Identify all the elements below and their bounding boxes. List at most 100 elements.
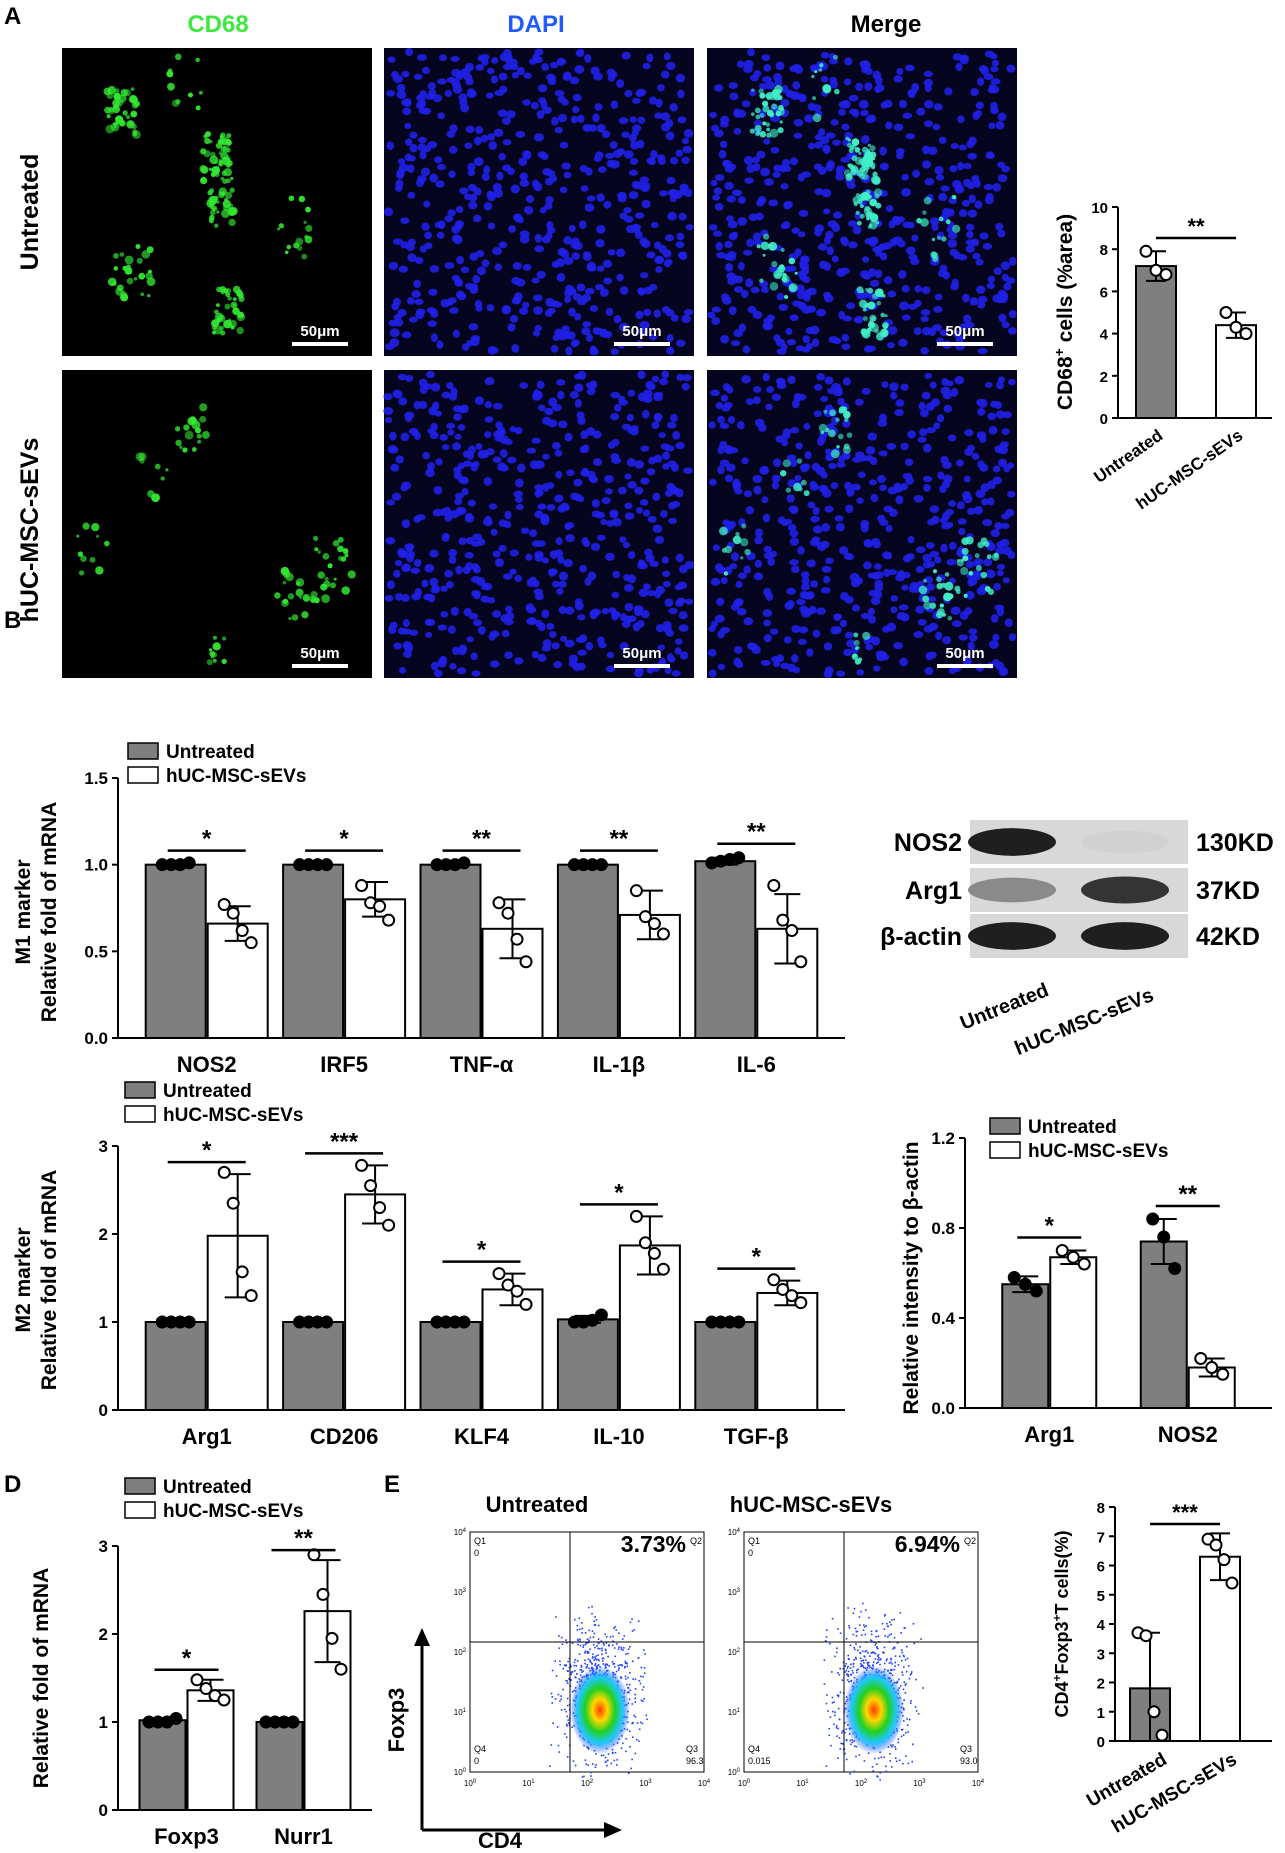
nucleus <box>465 512 474 521</box>
nucleus <box>611 611 619 621</box>
nucleus <box>444 215 454 223</box>
nucleus <box>766 314 776 321</box>
event-dot <box>634 1688 637 1690</box>
event-dot <box>826 1694 828 1696</box>
nucleus <box>926 583 935 591</box>
nucleus <box>782 428 792 437</box>
nucleus <box>413 400 422 410</box>
cd68-signal <box>314 547 319 552</box>
bar-treated <box>344 898 407 1039</box>
data-point <box>785 1289 799 1303</box>
nucleus <box>713 187 723 195</box>
nucleus <box>733 286 744 293</box>
panel-a-images: CD68 DAPI Merge Untreated hUC-MSC-sEVs 5… <box>16 11 1017 679</box>
nucleus <box>584 53 592 63</box>
event-dot <box>868 1616 870 1619</box>
nucleus <box>659 190 669 197</box>
cd68-signal <box>960 566 969 576</box>
event-dot <box>895 1760 898 1763</box>
nucleus <box>604 474 614 484</box>
cd68-signal <box>218 161 224 167</box>
nucleus <box>418 378 428 388</box>
nucleus <box>883 276 893 285</box>
nucleus <box>949 165 958 173</box>
cd68-signal <box>124 255 134 265</box>
nucleus <box>557 390 565 400</box>
cd68-signal <box>855 210 860 215</box>
nucleus <box>423 200 431 208</box>
event-dot <box>908 1718 911 1721</box>
nucleus <box>563 559 573 568</box>
nucleus <box>655 98 663 108</box>
nucleus <box>900 442 909 451</box>
event-dot <box>600 1640 603 1642</box>
cd68-signal <box>854 147 861 153</box>
cd68-signal <box>337 545 344 553</box>
data-point <box>732 1315 746 1329</box>
nucleus <box>515 130 526 138</box>
nucleus <box>902 571 911 579</box>
cd68-signal <box>944 581 954 591</box>
event-dot <box>625 1750 627 1753</box>
nucleus <box>923 625 934 633</box>
event-dot <box>852 1612 855 1615</box>
row-label-untreated: Untreated <box>16 154 44 271</box>
nucleus <box>468 445 476 454</box>
nucleus <box>444 569 454 578</box>
event-dot <box>565 1639 567 1641</box>
event-dot <box>889 1621 891 1623</box>
cd68-signal <box>936 235 942 240</box>
event-dot <box>855 1635 858 1637</box>
nucleus <box>463 193 472 200</box>
cd68-signal <box>123 89 131 97</box>
nucleus <box>839 546 849 555</box>
data-point <box>1018 1277 1032 1291</box>
y-tick-label: 8 <box>1100 242 1108 259</box>
event-dot <box>627 1676 629 1679</box>
nucleus <box>825 132 836 139</box>
cd68-signal <box>208 167 213 171</box>
event-dot <box>615 1670 618 1673</box>
nucleus <box>444 513 453 522</box>
nucleus <box>751 163 761 172</box>
nucleus <box>627 551 636 560</box>
nucleus <box>670 314 679 322</box>
channel-label-cd68: CD68 <box>187 11 248 38</box>
nucleus <box>1008 256 1017 266</box>
event-dot <box>840 1742 843 1745</box>
nucleus <box>712 544 720 552</box>
nucleus <box>973 180 982 188</box>
nucleus <box>995 661 1005 671</box>
event-dot <box>902 1720 905 1722</box>
legend-swatch-untreated <box>124 1081 156 1099</box>
cd68-signal <box>918 585 928 595</box>
nucleus <box>551 116 559 126</box>
nucleus <box>414 256 424 265</box>
nucleus <box>746 238 755 248</box>
nucleus <box>980 483 990 493</box>
cd68-signal <box>329 582 337 589</box>
cd68-signal <box>175 99 181 105</box>
event-dot <box>594 1657 597 1660</box>
nucleus <box>754 559 763 568</box>
nucleus <box>682 145 692 154</box>
nucleus <box>889 238 898 247</box>
cd68-signal <box>126 277 134 285</box>
tile-cd68-untreated: 50μm <box>62 48 372 356</box>
nucleus <box>662 451 670 460</box>
cd68-signal <box>226 133 232 139</box>
nucleus <box>789 537 800 546</box>
cd68-signal <box>875 202 882 209</box>
nucleus <box>533 182 543 192</box>
nucleus <box>918 401 926 411</box>
nucleus <box>1007 462 1015 469</box>
event-dot <box>866 1661 869 1664</box>
nucleus <box>624 502 633 510</box>
nucleus <box>668 189 679 198</box>
nucleus <box>541 609 550 619</box>
nucleus <box>386 141 394 150</box>
event-dot <box>834 1655 836 1658</box>
nucleus <box>589 304 599 312</box>
nucleus <box>629 157 639 165</box>
cd68-signal <box>756 244 761 249</box>
